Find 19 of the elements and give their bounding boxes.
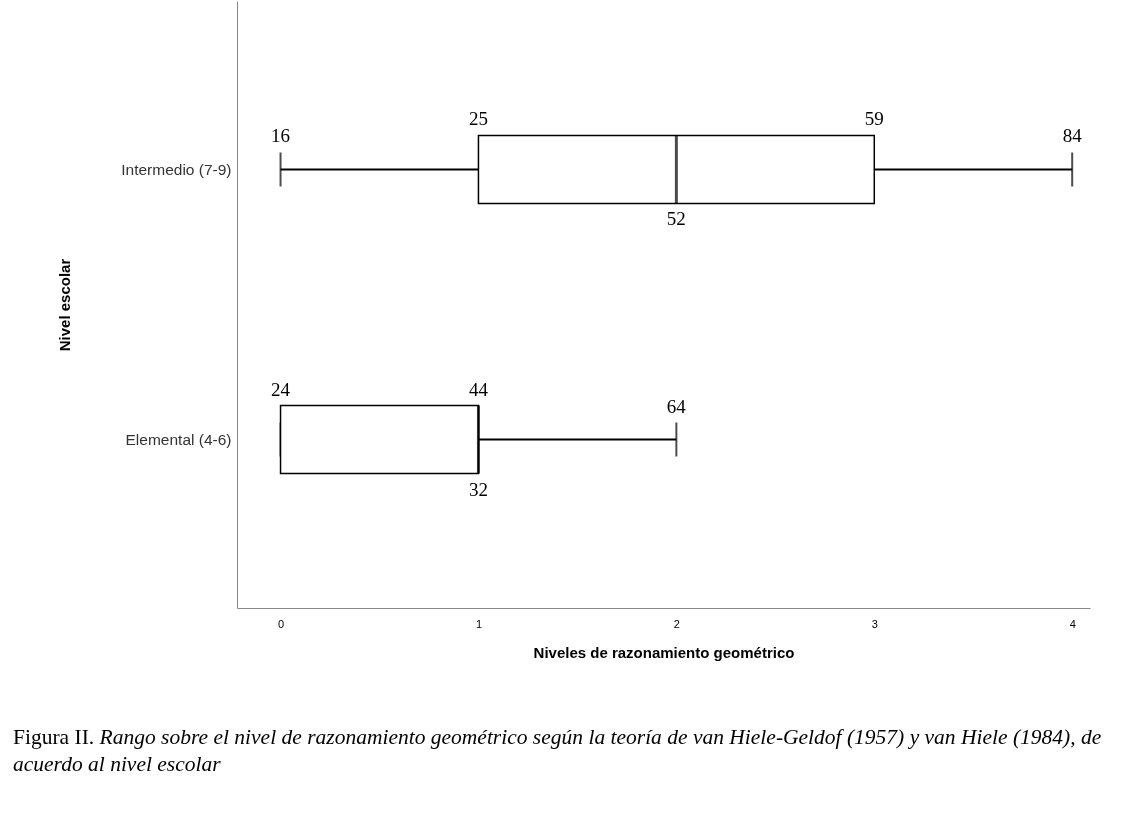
- annotation: 25: [468, 108, 488, 130]
- x-axis-title: Niveles de razonamiento geométrico: [533, 643, 795, 661]
- annotation: 44: [468, 378, 489, 400]
- y-tick-label: Intermedio (7-9): [121, 160, 232, 178]
- x-tick-label: 4: [1069, 617, 1076, 630]
- annotation: 59: [864, 108, 884, 130]
- y-tick-label: Elemental (4-6): [125, 431, 232, 449]
- annotation: 52: [666, 208, 686, 230]
- y-axis-title: Nivel escolar: [56, 258, 74, 352]
- annotation: 24: [271, 378, 291, 400]
- text: Figura II. Rango sobre el nivel de razonamiento geométrico según la teoría de van Hiele-Geldof (1957) y van Hiele (1984), de acuerdo al nivel escolar: [13, 725, 1102, 776]
- x-tick-label: 1: [475, 617, 483, 630]
- x-tick-label: 0: [277, 617, 285, 630]
- x-tick-label: 3: [871, 617, 878, 630]
- annotation: 16: [271, 125, 291, 147]
- annotation: 64: [666, 395, 687, 417]
- annotation: 84: [1062, 125, 1083, 147]
- x-tick-label: 2: [673, 617, 680, 630]
- annotation: 32: [468, 478, 488, 500]
